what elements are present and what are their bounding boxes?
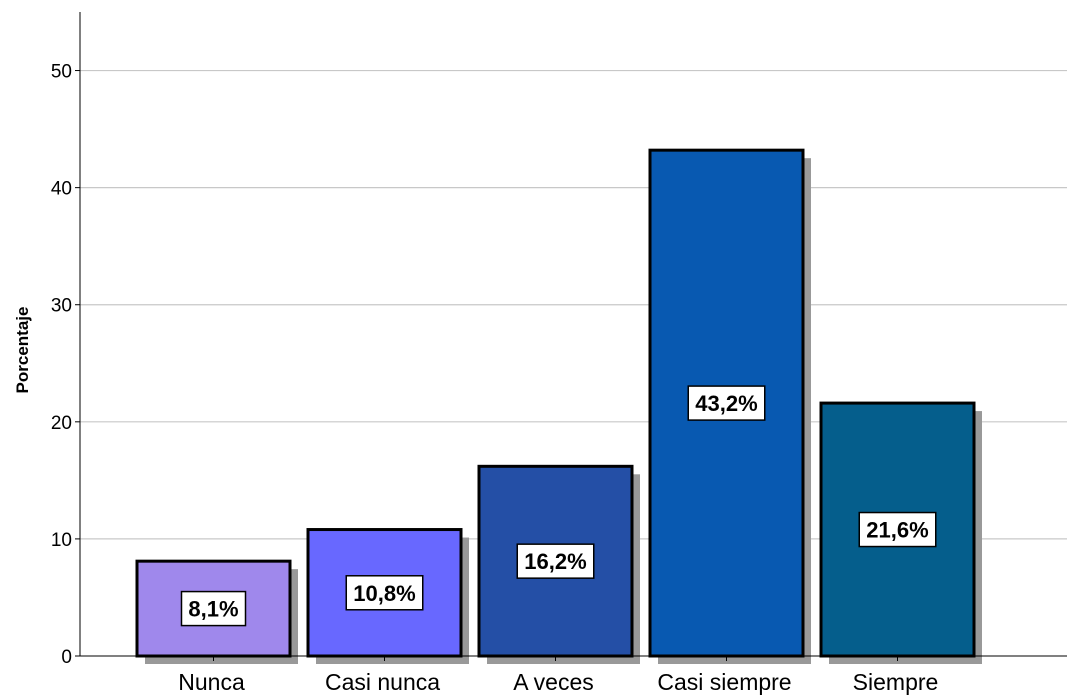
data-label-box-siempre	[858, 511, 937, 548]
y-axis-title: Porcentaje	[13, 307, 32, 394]
data-label-box-a-veces	[516, 543, 595, 579]
x-label-nunca: Nunca	[178, 669, 245, 695]
bars	[135, 148, 976, 658]
data-label-text-siempre: 21,6%	[866, 518, 928, 543]
y-tick-labels: 0 10 20 30 40 50	[51, 62, 80, 668]
axes	[79, 12, 1067, 657]
data-label-text-a-veces: 16,2%	[524, 549, 586, 574]
x-label-siempre: Siempre	[853, 669, 939, 695]
data-labels: 8,1% 10,8% 16,2% 43,2% 21,6%	[180, 385, 937, 627]
data-label-text-casi-nunca: 10,8%	[353, 581, 415, 606]
y-tick-label-40: 40	[51, 179, 72, 200]
y-tick-label-10: 10	[51, 530, 72, 551]
y-tick-label-0: 0	[61, 647, 72, 668]
data-label-box-casi-nunca	[345, 575, 424, 611]
data-label-a-veces: 16,2%	[516, 543, 595, 579]
x-label-casi-siempre: Casi siempre	[657, 669, 791, 695]
data-label-box-nunca	[180, 590, 247, 627]
y-tick-label-20: 20	[51, 413, 72, 434]
x-label-a-veces: A veces	[513, 669, 594, 695]
data-label-nunca: 8,1%	[180, 590, 247, 627]
y-tick-label-50: 50	[51, 62, 72, 83]
data-label-casi-nunca: 10,8%	[345, 575, 424, 611]
data-label-text-nunca: 8,1%	[188, 597, 238, 622]
data-label-box-casi-siempre	[687, 385, 766, 421]
y-tick-label-30: 30	[51, 296, 72, 317]
data-label-text-casi-siempre: 43,2%	[695, 391, 757, 416]
x-category-labels: Nunca Casi nunca A veces Casi siempre Siempr…	[178, 656, 938, 695]
data-label-casi-siempre: 43,2%	[687, 385, 766, 421]
x-label-casi-nunca: Casi nunca	[325, 669, 440, 695]
data-label-siempre: 21,6%	[858, 511, 937, 548]
